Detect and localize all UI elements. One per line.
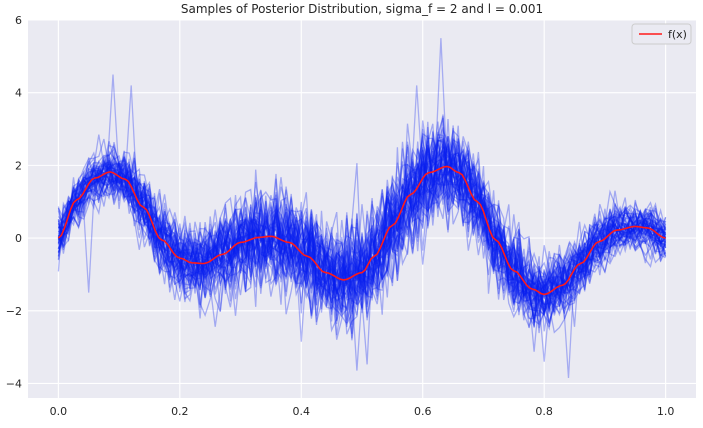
- sample-path: [57, 120, 667, 309]
- sample-path: [57, 145, 667, 341]
- sample-path: [57, 140, 667, 328]
- sample-path: [57, 144, 667, 332]
- sample-path: [57, 148, 667, 315]
- mean-line-group: [57, 165, 666, 296]
- sample-path: [57, 151, 666, 331]
- sample-path: [57, 144, 667, 352]
- sample-spike: [124, 85, 138, 200]
- x-tick-label: 0.6: [414, 405, 432, 418]
- sample-path: [57, 116, 666, 371]
- sample-path: [57, 146, 667, 328]
- legend: f(x): [631, 23, 692, 45]
- legend-label: f(x): [668, 28, 687, 41]
- mean-line: [57, 165, 666, 296]
- sample-path: [57, 168, 667, 327]
- sample-path: [57, 119, 666, 313]
- sample-path: [58, 138, 667, 311]
- sample-path: [57, 136, 666, 308]
- x-tick-label: 0.0: [50, 405, 68, 418]
- sample-path: [57, 157, 666, 316]
- y-axis-ticks: −4 −2 0 2 4 6: [6, 14, 22, 390]
- sample-path: [57, 123, 667, 314]
- x-tick-label: 0.8: [535, 405, 553, 418]
- plot-area: [28, 20, 696, 398]
- y-tick-label: −2: [6, 305, 22, 318]
- sample-path: [57, 138, 667, 321]
- x-tick-label: 0.4: [293, 405, 311, 418]
- sample-path: [57, 145, 667, 316]
- x-axis-ticks: 0.0 0.2 0.4 0.6 0.8 1.0: [50, 405, 675, 418]
- sample-path: [57, 150, 667, 300]
- sample-path: [57, 141, 667, 310]
- sample-path: [57, 150, 667, 339]
- sample-spike: [561, 269, 576, 379]
- sample-path: [58, 131, 667, 314]
- sample-path: [57, 136, 667, 309]
- sample-path: [57, 134, 667, 334]
- sample-path: [58, 138, 666, 311]
- sample-spike: [537, 291, 551, 362]
- sample-spike: [409, 85, 424, 195]
- sample-path: [57, 147, 667, 314]
- sample-path: [57, 127, 667, 322]
- sample-path: [57, 136, 666, 329]
- sample-path: [57, 147, 667, 325]
- sample-spike: [434, 38, 448, 172]
- sample-path: [57, 114, 667, 327]
- sample-path: [57, 135, 667, 335]
- chart-title: Samples of Posterior Distribution, sigma…: [181, 2, 543, 16]
- sample-spike: [82, 178, 96, 293]
- y-tick-label: −4: [6, 377, 22, 390]
- sample-path: [57, 128, 667, 328]
- sample-path: [57, 147, 667, 329]
- sample-spike: [294, 245, 308, 342]
- sample-path: [57, 141, 666, 305]
- x-tick-label: 0.2: [171, 405, 189, 418]
- sample-path: [57, 141, 667, 321]
- sample-path: [57, 125, 667, 365]
- y-tick-label: 2: [15, 159, 22, 172]
- y-tick-label: 0: [15, 232, 22, 245]
- sample-path: [57, 126, 666, 336]
- sample-path: [57, 132, 667, 340]
- sample-path: [58, 153, 667, 325]
- sample-path: [57, 148, 667, 319]
- sample-path: [57, 135, 666, 314]
- grid: [28, 19, 696, 398]
- sample-path: [57, 142, 667, 333]
- sample-path: [57, 121, 667, 319]
- y-tick-label: 4: [15, 87, 22, 100]
- sample-path: [57, 145, 667, 300]
- sample-path: [57, 128, 667, 324]
- sample-path: [58, 138, 667, 297]
- x-tick-label: 1.0: [657, 405, 675, 418]
- sample-path: [57, 125, 666, 334]
- sample-path: [58, 123, 666, 323]
- sample-path: [57, 141, 667, 313]
- y-tick-label: 6: [15, 14, 22, 27]
- sample-path: [57, 136, 667, 305]
- sample-path: [57, 121, 667, 321]
- sample-path: [58, 150, 667, 317]
- sample-spike: [106, 74, 120, 177]
- sample-path: [58, 132, 667, 307]
- sample-path: [57, 154, 667, 314]
